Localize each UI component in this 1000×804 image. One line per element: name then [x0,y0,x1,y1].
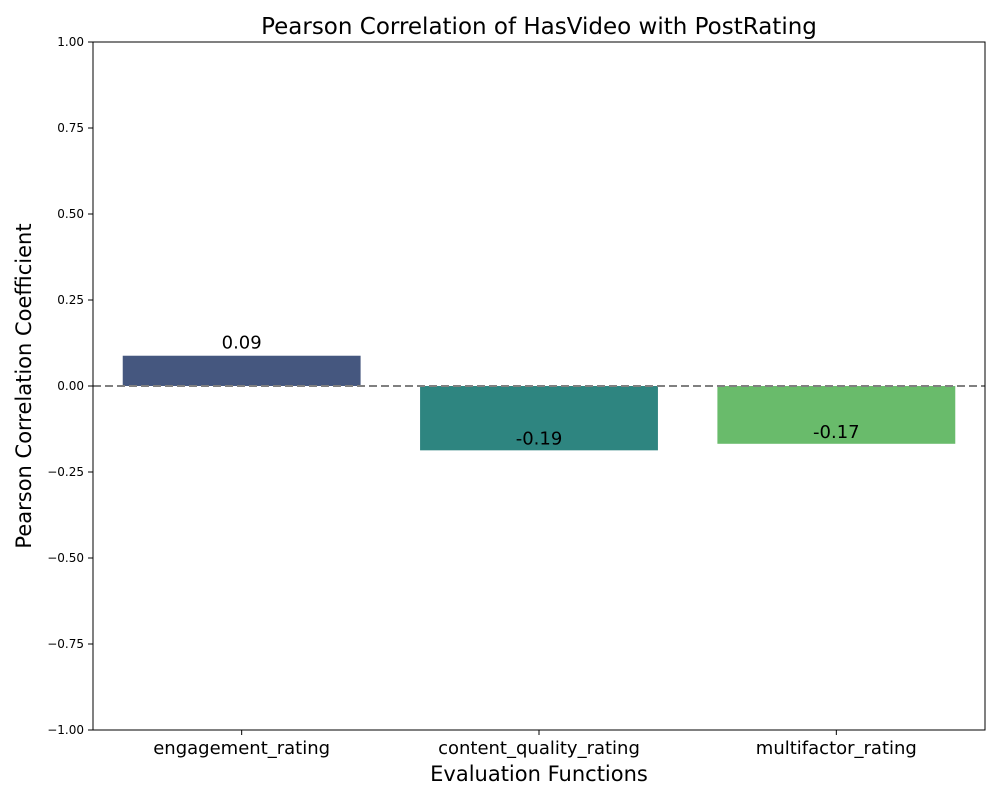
x-tick-label: multifactor_rating [756,738,917,759]
x-axis: engagement_rating content_quality_rating m… [153,730,917,759]
bar-value-label: -0.17 [813,422,860,443]
x-tick-label: engagement_rating [153,738,330,759]
y-tick-label: −0.75 [47,637,84,651]
y-tick-label: 0.25 [57,293,84,307]
bar-labels-layer: 0.09 -0.19 -0.17 [222,333,860,450]
bar-value-label: -0.19 [516,428,563,449]
chart-title: Pearson Correlation of HasVideo with Pos… [261,14,817,40]
y-tick-label: −1.00 [47,723,84,737]
bar-content_quality_rating [420,386,658,451]
y-axis: −1.00 −0.75 −0.50 −0.25 0.00 0.25 0.50 0.75 1.00 [47,35,93,737]
y-tick-label: −0.25 [47,465,84,479]
bar-engagement_rating [122,355,361,386]
y-tick-label: 0.50 [57,207,84,221]
bar-multifactor_rating [717,386,956,444]
bar-value-label: 0.09 [222,333,262,354]
y-axis-title: Pearson Correlation Coefficient [12,223,36,548]
y-tick-label: 0.75 [57,121,84,135]
bars-layer [122,355,956,451]
y-tick-label: 0.00 [57,379,84,393]
x-axis-title: Evaluation Functions [430,762,648,786]
x-tick-label: content_quality_rating [438,738,640,759]
y-tick-label: 1.00 [57,35,84,49]
y-tick-label: −0.50 [47,551,84,565]
